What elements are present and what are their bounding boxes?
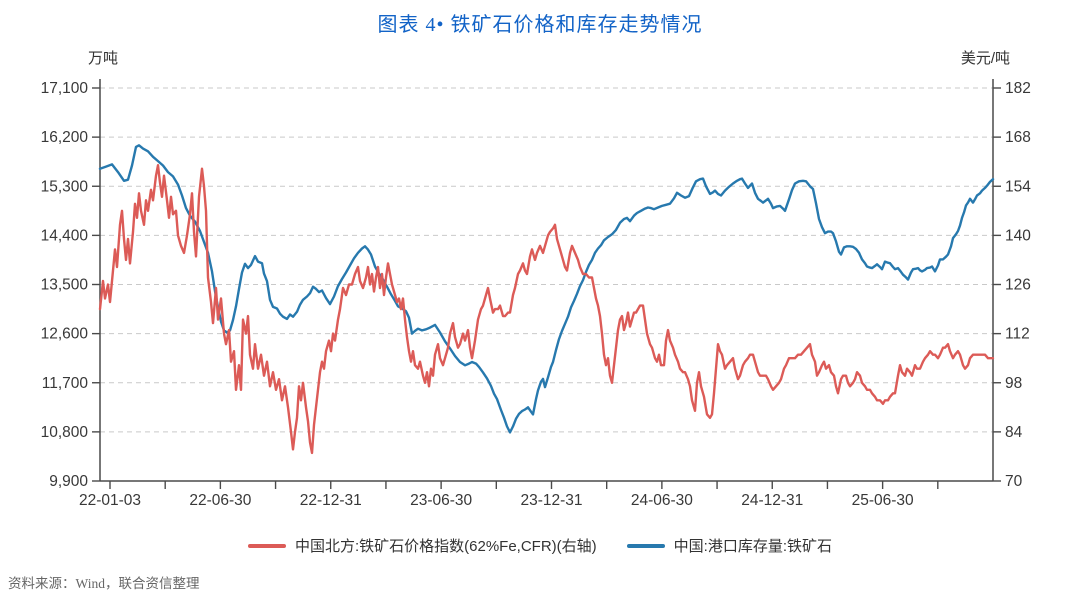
left-axis-tick-label: 15,300 [41,178,89,195]
right-axis-tick-label: 140 [1005,227,1031,244]
right-axis-unit-label: 美元/吨 [960,50,1010,67]
legend-item-inventory: 中国:港口库存量:铁矿石 [626,535,832,556]
right-axis-tick-label: 182 [1005,80,1031,97]
left-axis-tick-label: 13,500 [41,277,89,294]
chart-title: 图表 4• 铁矿石价格和库存走势情况 [377,14,703,36]
legend-label-price: 中国北方:铁矿石价格指数(62%Fe,CFR)(右轴) [294,538,597,555]
legend-label-inventory: 中国:港口库存量:铁矿石 [673,538,832,555]
x-axis-tick-label: 22-06-30 [189,492,251,509]
right-axis-tick-label: 98 [1005,375,1022,392]
right-axis-tick-label: 70 [1005,473,1023,490]
left-axis-tick-label: 16,200 [41,129,89,146]
left-axis-tick-label: 12,600 [41,326,89,343]
price-line [98,163,995,455]
left-axis-tick-label: 11,700 [42,375,89,392]
chart-legend: 中国北方:铁矿石价格指数(62%Fe,CFR)(右轴) 中国:港口库存量:铁矿石 [0,535,1080,556]
x-axis-tick-label: 23-06-30 [410,492,472,509]
right-axis-tick-label: 84 [1005,424,1023,441]
source-note: 资料来源：Wind，联合资信整理 [8,576,200,591]
legend-item-price: 中国北方:铁矿石价格指数(62%Fe,CFR)(右轴) [247,535,597,556]
x-axis-tick-label: 22-12-31 [300,492,362,509]
x-axis-tick-label: 24-12-31 [741,492,803,509]
left-axis-tick-label: 9,900 [49,473,88,490]
x-axis-tick-label: 22-01-03 [79,492,141,509]
price-line-swatch [247,543,286,548]
right-axis-tick-label: 112 [1005,326,1030,343]
left-axis-tick-label: 10,800 [41,424,89,441]
x-axis-tick-label: 24-06-30 [631,492,693,509]
inventory-line [98,144,995,434]
left-axis-tick-label: 17,100 [41,80,89,97]
right-axis-tick-label: 154 [1005,178,1031,195]
x-axis-tick-label: 23-12-31 [520,492,582,509]
x-axis-tick-label: 25-06-30 [852,492,914,509]
left-axis-tick-label: 14,400 [41,227,89,244]
left-axis-unit-label: 万吨 [88,50,119,67]
right-axis-tick-label: 126 [1005,277,1031,294]
inventory-line-swatch [626,543,665,548]
right-axis-tick-label: 168 [1005,129,1031,146]
